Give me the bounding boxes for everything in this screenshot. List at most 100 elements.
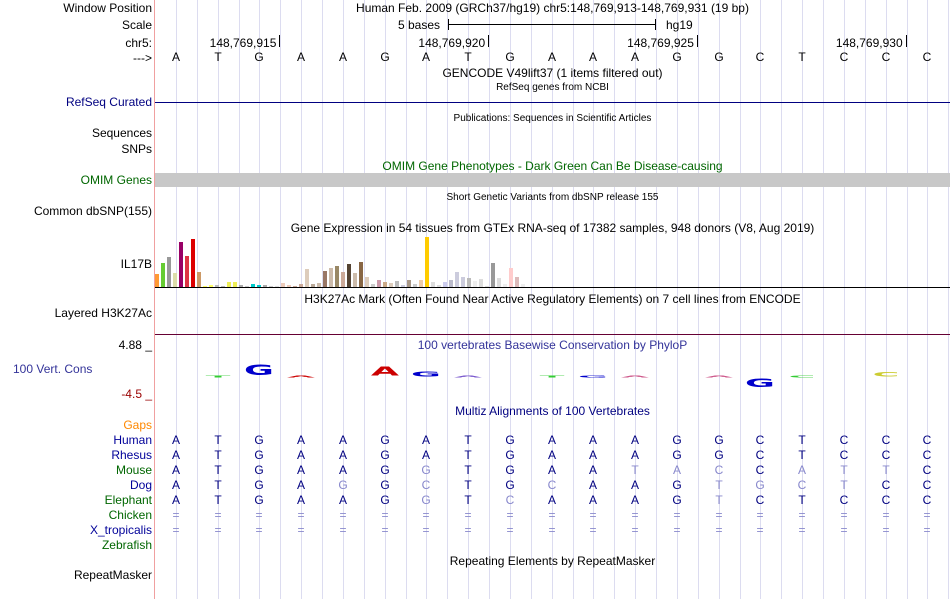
gtex-tissue-bar[interactable]: [353, 273, 357, 287]
gtex-tissue-bar[interactable]: [425, 237, 429, 287]
alignment-base: G: [672, 478, 682, 492]
omim-track-label[interactable]: OMIM Genes: [80, 173, 152, 187]
h3k27ac-track-label[interactable]: Layered H3K27Ac: [54, 306, 152, 320]
alignment-base: A: [296, 463, 305, 477]
gtex-tissue-bar[interactable]: [263, 285, 267, 287]
gtex-tissue-bar[interactable]: [443, 282, 447, 287]
gtex-tissue-bar[interactable]: [179, 242, 183, 287]
alignment-base: A: [338, 493, 347, 507]
gtex-tissue-bar[interactable]: [257, 285, 261, 287]
gtex-tissue-bar[interactable]: [281, 283, 285, 287]
repeatmasker-track-label[interactable]: RepeatMasker: [73, 568, 152, 582]
gtex-tissue-bar[interactable]: [401, 285, 405, 287]
gtex-tissue-bar[interactable]: [173, 273, 177, 287]
gtex-tissue-bar[interactable]: [509, 268, 513, 287]
gtex-tissue-bar[interactable]: [341, 272, 345, 287]
gtex-tissue-bar[interactable]: [335, 266, 339, 287]
gtex-tissue-bar[interactable]: [347, 264, 351, 287]
species-label[interactable]: X_tropicalis: [89, 523, 152, 537]
gtex-tissue-bar[interactable]: [203, 286, 207, 287]
gtex-tissue-bar[interactable]: [359, 262, 363, 287]
refseq-track-line[interactable]: [155, 102, 950, 103]
base-letter: G: [380, 50, 390, 64]
species-label[interactable]: Rhesus: [111, 448, 152, 462]
alignment-base: T: [464, 493, 472, 507]
gaps-label[interactable]: Gaps: [123, 418, 152, 432]
gtex-tissue-bar[interactable]: [305, 269, 309, 287]
grid-line: [426, 0, 427, 599]
phylop-track-label[interactable]: 100 Vert. Cons: [13, 362, 93, 376]
gtex-tissue-bar[interactable]: [161, 263, 165, 287]
window-position-text[interactable]: Human Feb. 2009 (GRCh37/hg19) chr5:148,7…: [356, 1, 749, 15]
gtex-tissue-bar[interactable]: [467, 278, 471, 287]
gtex-tissue-bar[interactable]: [167, 257, 171, 287]
gtex-tissue-bar[interactable]: [407, 280, 411, 287]
gtex-bar-chart[interactable]: [155, 236, 535, 287]
alignment-base: =: [548, 508, 556, 522]
gtex-tissue-bar[interactable]: [329, 268, 333, 287]
gtex-tissue-bar[interactable]: [299, 284, 303, 287]
gencode-track-title[interactable]: GENCODE V49lift37 (1 items filtered out): [442, 66, 663, 80]
alignment-base: =: [589, 508, 597, 522]
alignment-base: A: [171, 493, 180, 507]
alignment-base: T: [214, 478, 222, 492]
gtex-tissue-bar[interactable]: [155, 274, 159, 287]
gtex-tissue-bar[interactable]: [395, 281, 399, 287]
gtex-tissue-bar[interactable]: [521, 284, 525, 287]
gtex-tissue-bar[interactable]: [323, 271, 327, 287]
gtex-tissue-bar[interactable]: [419, 280, 423, 287]
gtex-tissue-bar[interactable]: [245, 286, 249, 287]
refseq-track-label[interactable]: RefSeq Curated: [65, 95, 152, 109]
gtex-tissue-bar[interactable]: [503, 284, 507, 287]
gtex-tissue-bar[interactable]: [389, 283, 393, 287]
gtex-tissue-bar[interactable]: [251, 284, 255, 287]
species-label[interactable]: Chicken: [108, 508, 152, 522]
gtex-tissue-bar[interactable]: [293, 286, 297, 287]
alignment-base: G: [672, 448, 682, 462]
phylop-base-glyph: G: [244, 363, 274, 379]
gtex-tissue-bar[interactable]: [479, 279, 483, 287]
gtex-tissue-bar[interactable]: [221, 286, 225, 287]
gtex-tissue-bar[interactable]: [455, 272, 459, 287]
gtex-tissue-bar[interactable]: [371, 284, 375, 287]
gtex-tissue-bar[interactable]: [497, 278, 501, 287]
gtex-tissue-bar[interactable]: [311, 284, 315, 287]
gtex-tissue-bar[interactable]: [269, 286, 273, 287]
gtex-tissue-bar[interactable]: [191, 239, 195, 287]
species-label[interactable]: Zebrafish: [101, 538, 152, 552]
gtex-tissue-bar[interactable]: [239, 285, 243, 287]
gtex-tissue-bar[interactable]: [197, 272, 201, 287]
gtex-tissue-bar[interactable]: [491, 263, 495, 287]
h3k27ac-signal-line[interactable]: [155, 334, 950, 335]
gtex-tissue-bar[interactable]: [287, 285, 291, 287]
gtex-tissue-bar[interactable]: [485, 286, 489, 287]
gtex-tissue-bar[interactable]: [215, 285, 219, 287]
gtex-tissue-bar[interactable]: [383, 282, 387, 287]
gtex-tissue-bar[interactable]: [275, 286, 279, 287]
gtex-tissue-bar[interactable]: [317, 283, 321, 287]
species-label[interactable]: Dog: [129, 478, 152, 492]
gtex-tissue-bar[interactable]: [473, 281, 477, 287]
gtex-tissue-bar[interactable]: [185, 256, 189, 287]
gtex-tissue-bar[interactable]: [209, 285, 213, 287]
snps-track-label[interactable]: SNPs: [121, 142, 152, 156]
scale-text: 5 bases: [398, 18, 441, 32]
gtex-gene-label[interactable]: IL17B: [120, 257, 152, 271]
gtex-tissue-bar[interactable]: [437, 285, 441, 287]
gtex-tissue-bar[interactable]: [431, 282, 435, 287]
dbsnp-track-label[interactable]: Common dbSNP(155): [33, 204, 152, 218]
gtex-tissue-bar[interactable]: [365, 277, 369, 287]
omim-track-bar[interactable]: [155, 173, 950, 187]
species-label[interactable]: Mouse: [115, 463, 152, 477]
gtex-tissue-bar[interactable]: [233, 282, 237, 287]
gtex-tissue-bar[interactable]: [449, 280, 453, 287]
species-label[interactable]: Elephant: [104, 493, 152, 507]
sequences-track-label[interactable]: Sequences: [91, 126, 152, 140]
gtex-tissue-bar[interactable]: [413, 284, 417, 287]
gtex-tissue-bar[interactable]: [227, 282, 231, 287]
gtex-tissue-bar[interactable]: [377, 280, 381, 287]
phylop-base-glyph: T: [539, 374, 565, 379]
species-label[interactable]: Human: [113, 433, 152, 447]
gtex-tissue-bar[interactable]: [461, 277, 465, 287]
gtex-tissue-bar[interactable]: [515, 277, 519, 287]
